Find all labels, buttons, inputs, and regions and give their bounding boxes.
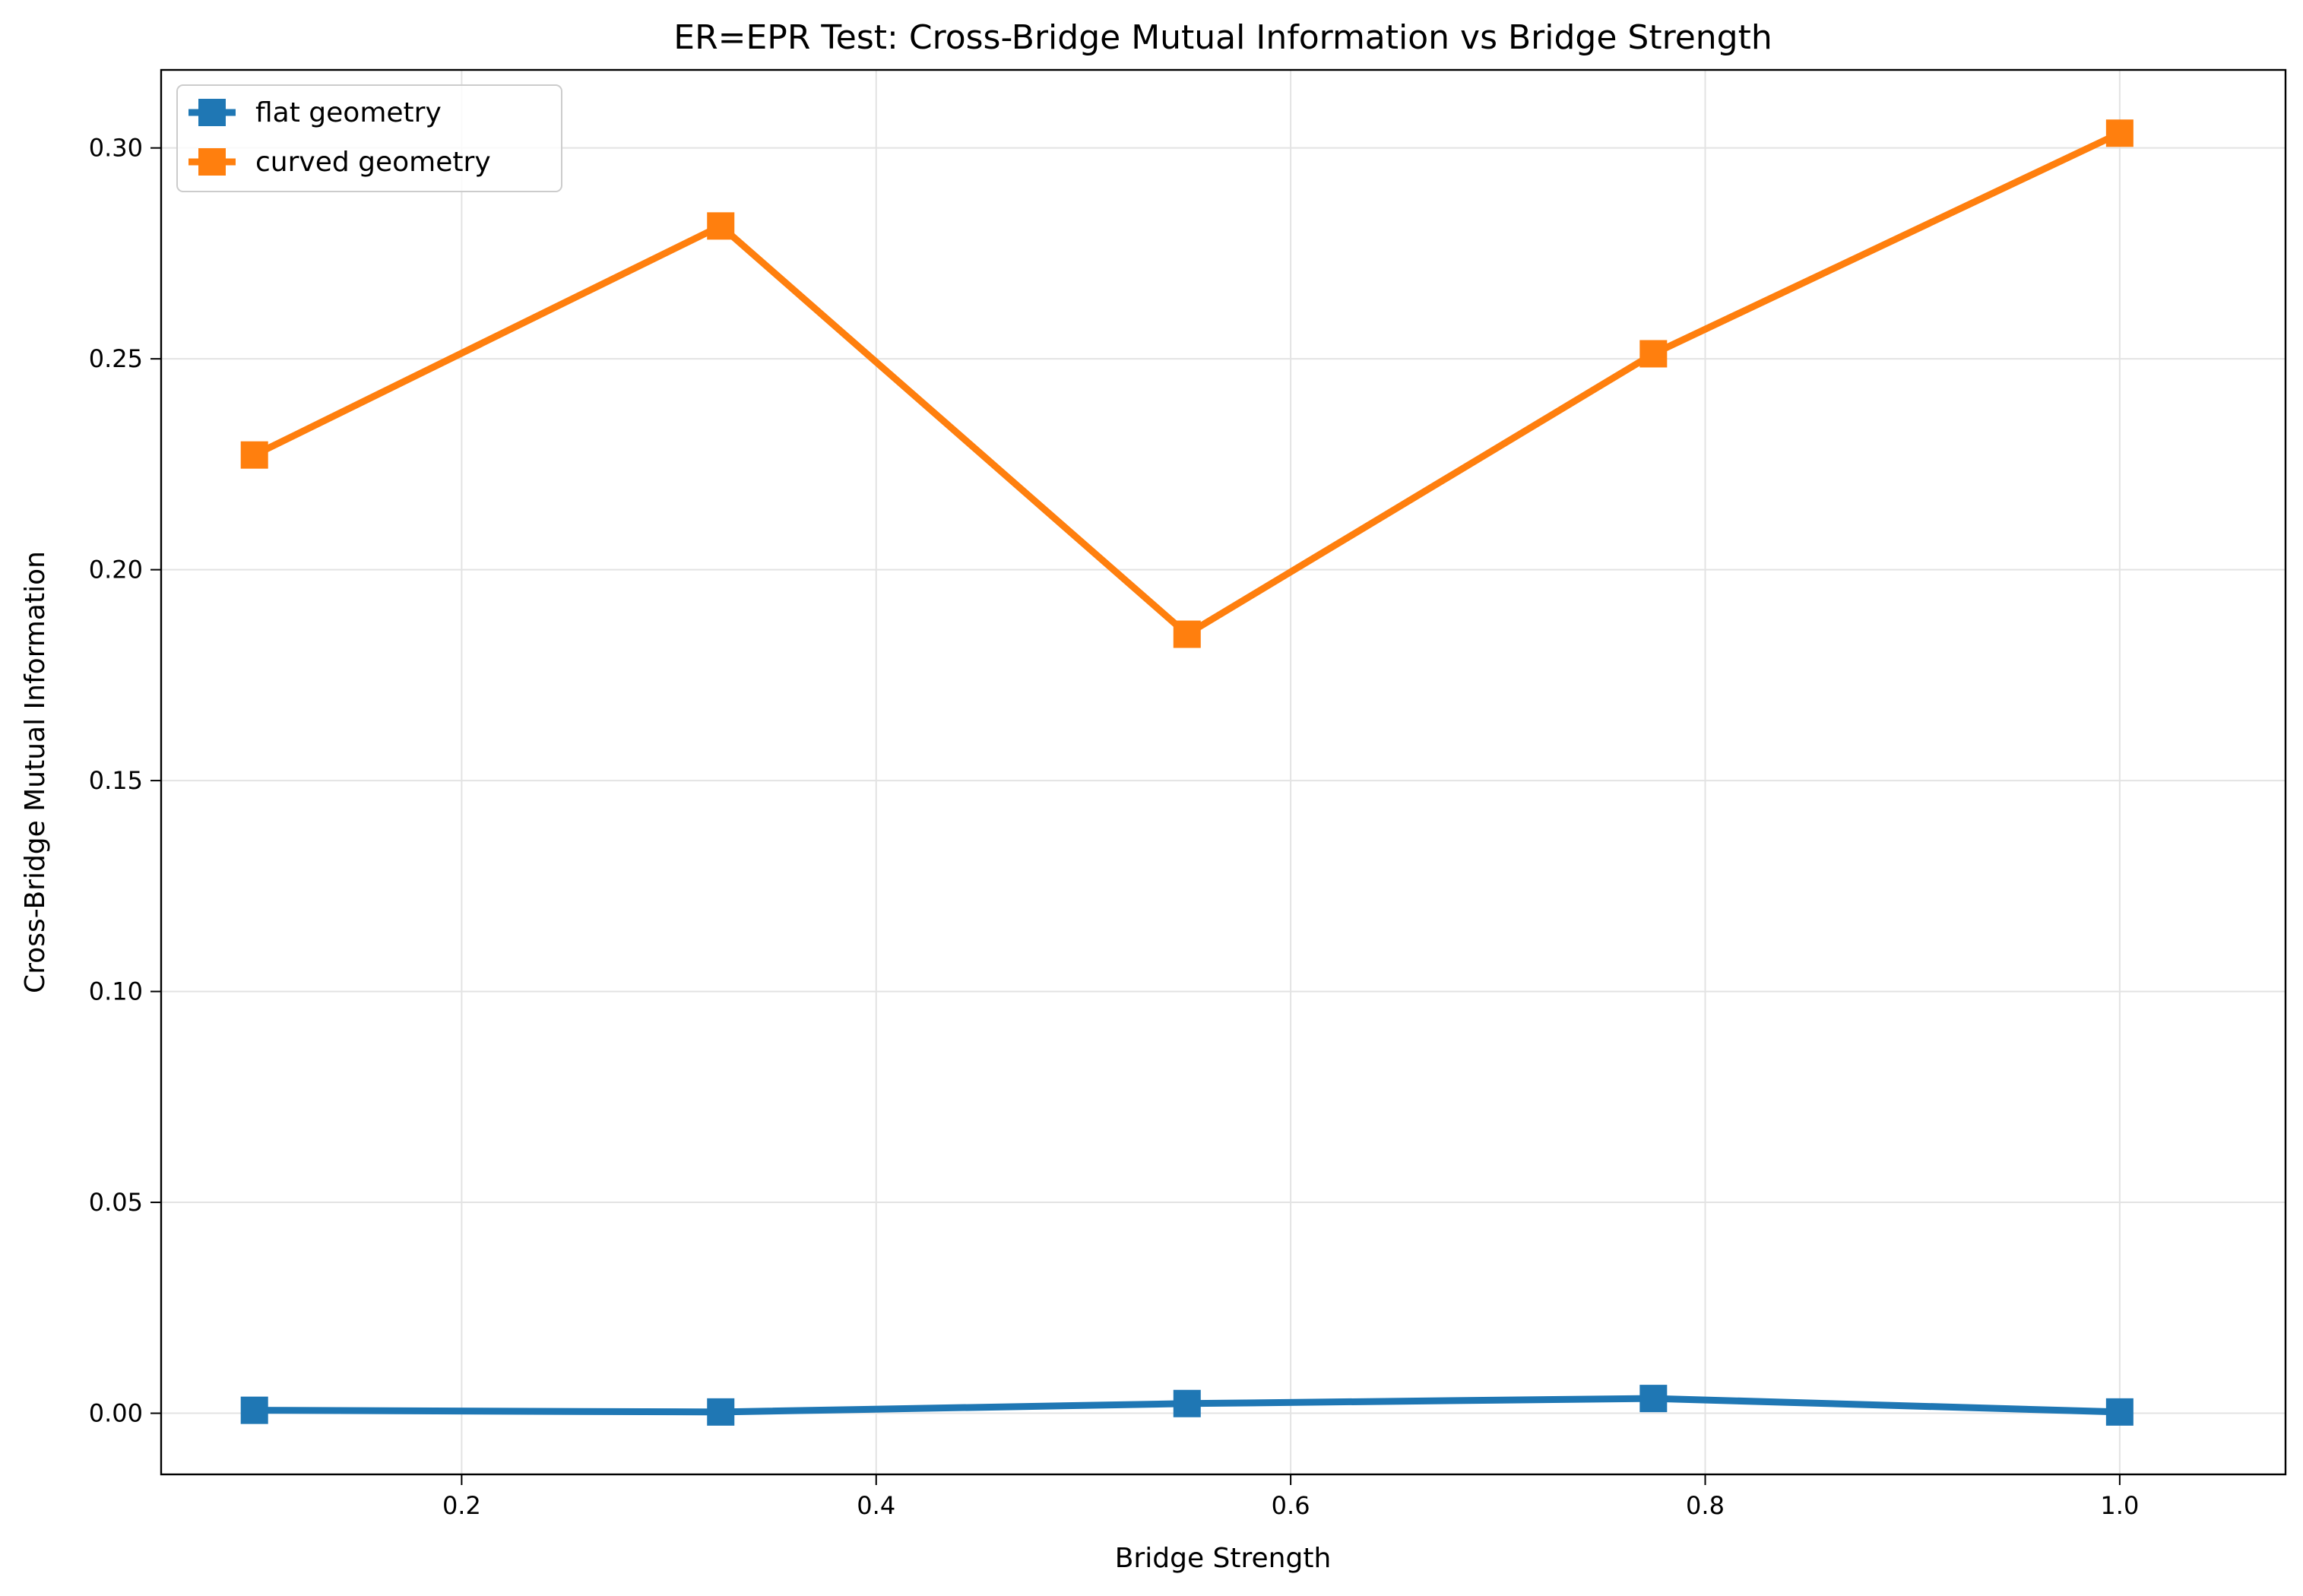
- legend-marker: [198, 148, 226, 176]
- y-tick-label: 0.25: [89, 344, 143, 373]
- data-point: [1639, 340, 1668, 368]
- x-axis-ticks: 0.2 0.4 0.6 0.8 1.0: [442, 1474, 2139, 1520]
- data-point: [707, 1398, 735, 1426]
- y-tick-label: 0.05: [89, 1188, 143, 1217]
- y-axis-ticks: 0.00 0.05 0.10 0.15 0.20 0.25 0.30: [89, 134, 161, 1428]
- x-axis-title: Bridge Strength: [1115, 1543, 1332, 1574]
- series-line: [251, 129, 2124, 638]
- legend-label: curved geometry: [255, 147, 491, 178]
- legend-frame: [176, 84, 562, 192]
- data-point: [1173, 1389, 1201, 1417]
- series-curved-geometry: [240, 119, 2134, 648]
- legend-marker: [198, 99, 226, 126]
- x-tick-label: 1.0: [2100, 1491, 2139, 1520]
- data-point: [707, 212, 735, 240]
- legend: flat geometry curved geometry: [176, 84, 562, 192]
- legend-label: flat geometry: [255, 97, 442, 128]
- legend-item: flat geometry: [188, 97, 442, 128]
- x-tick-label: 0.8: [1686, 1491, 1725, 1520]
- y-tick-label: 0.00: [89, 1399, 143, 1428]
- data-point: [2105, 1398, 2134, 1426]
- x-tick-label: 0.6: [1272, 1491, 1310, 1520]
- x-tick-label: 0.2: [442, 1491, 481, 1520]
- data-point: [2105, 119, 2134, 147]
- series-layer: [240, 119, 2134, 1426]
- plot-frame: [160, 68, 2287, 1476]
- y-tick-label: 0.10: [89, 977, 143, 1006]
- data-point: [1639, 1385, 1668, 1413]
- y-axis-title: Cross-Bridge Mutual Information: [20, 551, 51, 993]
- data-point: [240, 441, 268, 469]
- y-tick-label: 0.30: [89, 134, 143, 163]
- x-tick-label: 0.4: [857, 1491, 895, 1520]
- data-point: [240, 1396, 268, 1424]
- gridlines: [161, 70, 2286, 1474]
- chart-title: ER=EPR Test: Cross-Bridge Mutual Informa…: [673, 18, 1772, 57]
- series-flat-geometry: [240, 1385, 2134, 1426]
- data-point: [1173, 620, 1201, 648]
- y-tick-label: 0.20: [89, 556, 143, 584]
- legend-item: curved geometry: [188, 147, 491, 178]
- y-tick-label: 0.15: [89, 766, 143, 795]
